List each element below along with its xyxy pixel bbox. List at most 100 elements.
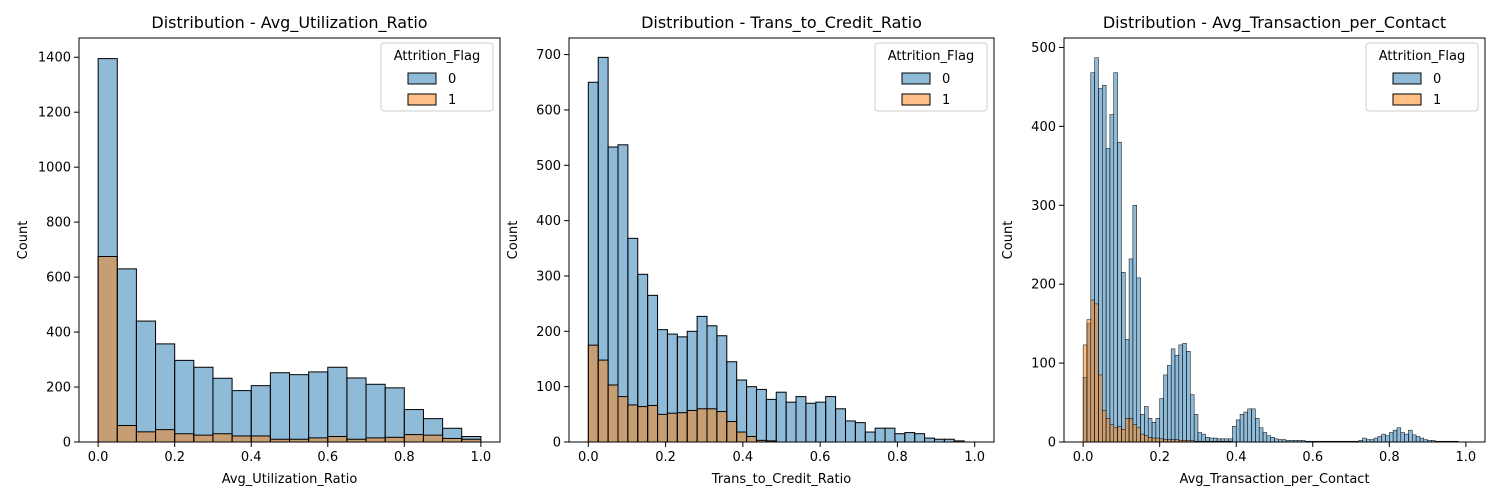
x-tick-label: 0.2 (1149, 450, 1170, 465)
histogram-bar-class-0 (1404, 433, 1409, 443)
x-tick-label: 0.0 (578, 450, 599, 465)
histogram-bar-class-0 (1247, 408, 1252, 443)
histogram-bar-class-1 (365, 437, 386, 443)
histogram-bar-class-0 (1243, 411, 1248, 443)
histogram-bar-class-0 (155, 343, 176, 443)
histogram-bar-class-0 (1102, 85, 1107, 443)
histogram-bar-class-0 (1197, 432, 1203, 443)
y-axis-label: Count (506, 221, 521, 260)
histogram-bar-class-0 (289, 374, 310, 443)
histogram-bar-class-1 (1113, 427, 1118, 443)
histogram-bar-class-1 (174, 433, 195, 443)
histogram-bar-class-1 (607, 384, 619, 443)
histogram-bar-class-0 (365, 383, 386, 443)
histogram-bar-class-1 (135, 431, 157, 443)
histogram-bar-class-0 (785, 401, 797, 443)
histogram-bar-class-1 (1086, 319, 1092, 443)
histogram-bar-class-0 (135, 320, 157, 443)
x-tick-label: 1.0 (471, 450, 492, 465)
legend-swatch-class-1 (901, 93, 931, 106)
histogram-bar-class-0 (765, 398, 777, 443)
histogram-bar-class-1 (1124, 418, 1130, 443)
histogram-bar-class-1 (736, 431, 748, 443)
histogram-bar-class-0 (1136, 277, 1141, 443)
histogram-bar-class-0 (1389, 432, 1394, 443)
histogram-bar-class-1 (686, 409, 698, 443)
chart-title: Distribution - Trans_to_Credit_Ratio (641, 13, 922, 33)
axes-frame (1063, 37, 1486, 443)
histogram-bar-class-1 (627, 404, 639, 443)
histogram-bar-class-1 (1155, 437, 1160, 443)
histogram-bar-class-0 (1170, 348, 1176, 443)
histogram-bar-class-1 (1082, 344, 1088, 443)
x-tick-label: 0.4 (241, 450, 262, 465)
y-tick-label: 600 (46, 271, 71, 286)
x-tick-label: 0.2 (164, 450, 185, 465)
histogram-bar-class-0 (795, 396, 807, 443)
y-tick-label: 200 (46, 381, 71, 396)
histogram-bar-class-0 (1178, 344, 1183, 443)
histogram-bar-class-1 (116, 425, 137, 443)
histogram-bar-class-0 (1121, 272, 1126, 443)
histogram-bar-class-0 (1174, 354, 1180, 443)
y-tick-label: 800 (46, 216, 71, 231)
histogram-bar-class-0 (1190, 394, 1195, 443)
histogram-bar-class-1 (657, 413, 668, 443)
histogram-bar-class-0 (914, 433, 926, 443)
histogram-bar-class-0 (1377, 436, 1382, 443)
legend: Attrition_Flag 0 1 (1365, 42, 1479, 112)
histogram-bar-class-1 (231, 435, 252, 443)
histogram-bar-class-0 (894, 433, 906, 443)
histogram-bar-class-1 (384, 436, 405, 443)
histogram-bar-class-0 (746, 386, 757, 443)
legend-swatch-class-0 (407, 72, 437, 85)
histogram-bar-class-0 (1262, 432, 1268, 443)
histogram-bar-class-0 (1182, 343, 1187, 443)
histogram-bar-class-1 (1128, 418, 1134, 443)
histogram-bar-class-1 (696, 408, 708, 443)
legend-label-class-0: 0 (1433, 72, 1441, 87)
histogram-bar-class-0 (1415, 436, 1421, 443)
bars-layer: 0.0 0.2 0.4 0.6 0.8 1.0 0 100 200 300 400 500 600 700 (536, 37, 995, 465)
histogram-bar-class-0 (1232, 425, 1237, 443)
histogram-bar-class-1 (587, 344, 599, 443)
legend-label-class-1: 1 (942, 93, 950, 108)
x-axis-label: Avg_Transaction_per_Contact (1179, 472, 1369, 487)
histogram-bar-class-0 (1251, 408, 1256, 443)
legend-swatch-class-0 (1392, 72, 1422, 85)
histogram-bar-class-0 (1373, 437, 1379, 443)
legend: Attrition_Flag 0 1 (874, 42, 988, 112)
y-tick-label: 300 (536, 269, 561, 284)
legend-title: Attrition_Flag (394, 49, 481, 64)
histogram-bar-class-1 (716, 411, 728, 443)
histogram-bar-class-1 (422, 434, 444, 443)
histogram-bar-class-0 (1362, 437, 1367, 443)
histogram-bar-class-1 (155, 429, 176, 443)
x-tick-label: 0.6 (1302, 450, 1323, 465)
x-tick-label: 0.4 (733, 450, 754, 465)
histogram-bar-class-0 (327, 366, 348, 443)
y-tick-label: 100 (536, 380, 561, 395)
histogram-bar-class-1 (1121, 429, 1126, 443)
histogram-panel-avg-transaction-per-contact: 0.0 0.2 0.4 0.6 0.8 1.0 0 100 200 300 400 500 Distr… (1001, 13, 1486, 487)
histogram-panel-trans-to-credit-ratio: 0.0 0.2 0.4 0.6 0.8 1.0 0 100 200 300 400 500 600 700… (506, 13, 995, 487)
histogram-bar-class-0 (904, 432, 916, 443)
axes-frame (78, 37, 501, 443)
bars-layer: 0.0 0.2 0.4 0.6 0.8 1.0 0 200 400 600 800 1000 1200 1… (38, 37, 501, 465)
histogram-bar-class-1 (442, 437, 463, 443)
histogram-bar-class-0 (116, 268, 137, 443)
y-tick-label: 200 (1031, 278, 1056, 293)
y-tick-label: 1400 (38, 51, 71, 66)
histogram-bar-class-0 (755, 388, 767, 443)
histogram-bar-class-0 (1235, 419, 1241, 443)
histogram-bar-class-1 (706, 408, 718, 443)
histogram-bar-class-1 (1117, 425, 1122, 443)
histogram-bar-class-0 (874, 427, 886, 443)
x-tick-label: 0.2 (655, 450, 676, 465)
legend-label-class-0: 0 (942, 72, 950, 87)
x-tick-label: 0.8 (394, 450, 415, 465)
histogram-bar-class-0 (884, 427, 896, 443)
histogram-bar-class-0 (1239, 414, 1245, 443)
histogram-bar-class-0 (1381, 433, 1386, 443)
